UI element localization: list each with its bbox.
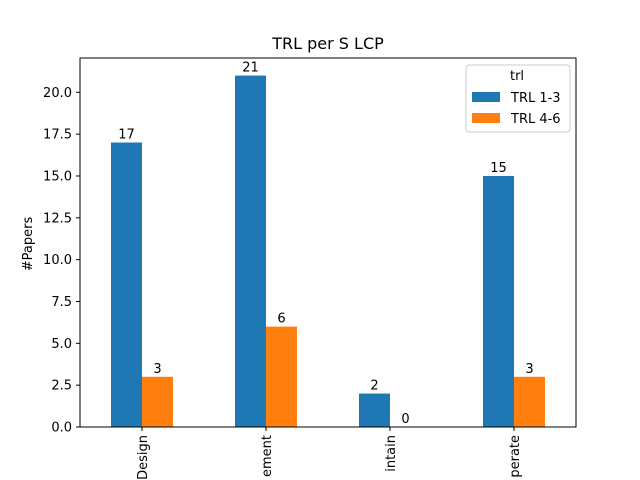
bar-trl-1-3-design (111, 142, 142, 428)
x-tick-label-maintain: intain (384, 435, 399, 472)
x-tick-label-design: Design (136, 435, 151, 480)
legend-swatch-trl-1-3 (472, 92, 500, 102)
data-label-trl-1-3-implement: 21 (242, 61, 259, 76)
x-tick-label-implement: ement (260, 435, 275, 477)
chart-title: TRL per S LCP (271, 34, 384, 53)
y-tick-label: 12.5 (43, 211, 72, 226)
y-tick-label: 15.0 (43, 169, 72, 184)
legend-title: trl (510, 69, 524, 84)
data-label-trl-4-6-implement: 6 (277, 312, 285, 327)
y-axis-label: #Papers (21, 217, 36, 272)
bar-trl-1-3-maintain (359, 393, 390, 427)
y-tick-label: 17.5 (43, 128, 72, 143)
bar-trl-1-3-operate (483, 175, 514, 427)
plot-area: 17 21 2 15 3 6 0 3 0.0 2.5 5.0 7.5 10.0 12.5 15.0 17.5 2… (43, 61, 545, 480)
y-tick-label: 5.0 (51, 337, 72, 352)
data-label-trl-1-3-maintain: 2 (370, 379, 378, 394)
legend-label-trl-4-6: TRL 4-6 (510, 112, 561, 127)
bar-trl-1-3-implement (235, 75, 266, 428)
data-label-trl-1-3-operate: 15 (490, 161, 507, 176)
bar-trl-4-6-design (142, 376, 173, 427)
legend: trl TRL 1-3 TRL 4-6 (465, 64, 571, 133)
y-tick-label: 7.5 (51, 295, 72, 310)
legend-swatch-trl-4-6 (472, 113, 500, 123)
data-label-trl-4-6-operate: 3 (525, 362, 533, 377)
bar-trl-4-6-operate (514, 376, 545, 427)
y-tick-label: 0.0 (51, 421, 72, 436)
bar-trl-4-6-implement (266, 326, 297, 427)
data-label-trl-4-6-design: 3 (153, 362, 161, 377)
data-label-trl-4-6-maintain: 0 (401, 412, 409, 427)
legend-label-trl-1-3: TRL 1-3 (510, 91, 561, 106)
plot-frame (79, 57, 577, 428)
x-tick-label-operate: perate (508, 435, 523, 478)
y-tick-label: 2.5 (51, 379, 72, 394)
data-label-trl-1-3-design: 17 (118, 128, 135, 143)
y-tick-label: 20.0 (43, 86, 72, 101)
y-tick-label: 10.0 (43, 253, 72, 268)
